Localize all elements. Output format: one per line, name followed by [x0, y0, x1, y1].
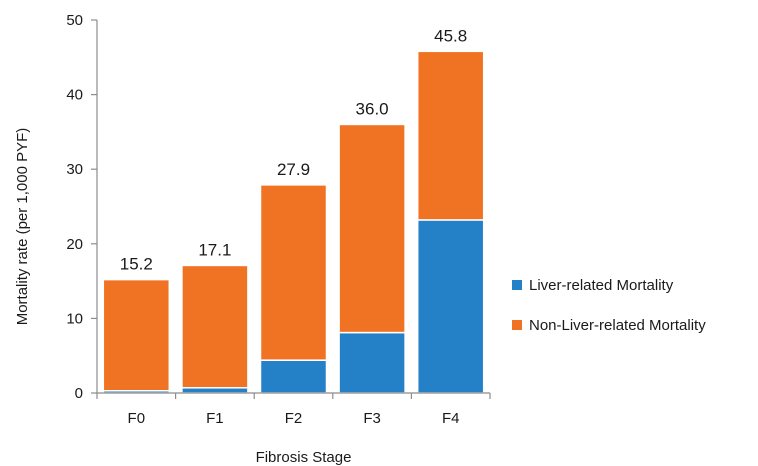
bar-f4-series-2	[416, 50, 485, 221]
bar-f2-series-2	[259, 184, 328, 361]
y-tick-label: 10	[66, 310, 83, 327]
legend-swatch-2	[512, 320, 522, 330]
bar-f1-series-1	[181, 387, 249, 394]
bar-f0-series-2	[102, 278, 171, 392]
y-tick-label: 40	[66, 87, 83, 104]
total-label-f4: 45.8	[434, 26, 467, 45]
x-tick-label: F0	[128, 410, 146, 427]
total-label-f2: 27.9	[277, 160, 310, 179]
y-tick-label: 50	[66, 12, 83, 29]
bar-f4-series-1	[416, 219, 485, 394]
total-label-f3: 36.0	[356, 99, 389, 118]
y-axis-ticks: 0 10 20 30 40 50	[66, 12, 97, 402]
total-label-f1: 17.1	[198, 240, 231, 259]
legend-swatch-1	[512, 280, 522, 290]
total-labels: 15.2 17.1 27.9 36.0 45.8	[120, 26, 467, 273]
y-tick-label: 0	[75, 385, 83, 402]
x-tick-label: F2	[285, 410, 303, 427]
y-tick-label: 20	[66, 236, 83, 253]
x-tick-label: F3	[363, 410, 381, 427]
x-axis-ticks: F0 F1 F2 F3 F4	[96, 393, 491, 427]
y-tick-label: 30	[66, 161, 83, 178]
bar-f3-series-2	[338, 123, 406, 334]
bars	[102, 50, 485, 394]
legend-label-2: Non-Liver-related Mortality	[529, 317, 706, 334]
x-axis-title: Fibrosis Stage	[256, 449, 352, 466]
legend-label-1: Liver-related Mortality	[529, 277, 674, 294]
bar-f2-series-1	[259, 359, 328, 394]
bar-f1-series-2	[181, 264, 249, 389]
legend: Liver-related Mortality Non-Liver-related…	[512, 277, 706, 334]
bar-f3-series-1	[338, 331, 406, 394]
y-axis-title: Mortality rate (per 1,000 PYF)	[14, 128, 31, 326]
x-tick-label: F4	[442, 410, 460, 427]
total-label-f0: 15.2	[120, 255, 153, 274]
x-tick-label: F1	[206, 410, 224, 427]
